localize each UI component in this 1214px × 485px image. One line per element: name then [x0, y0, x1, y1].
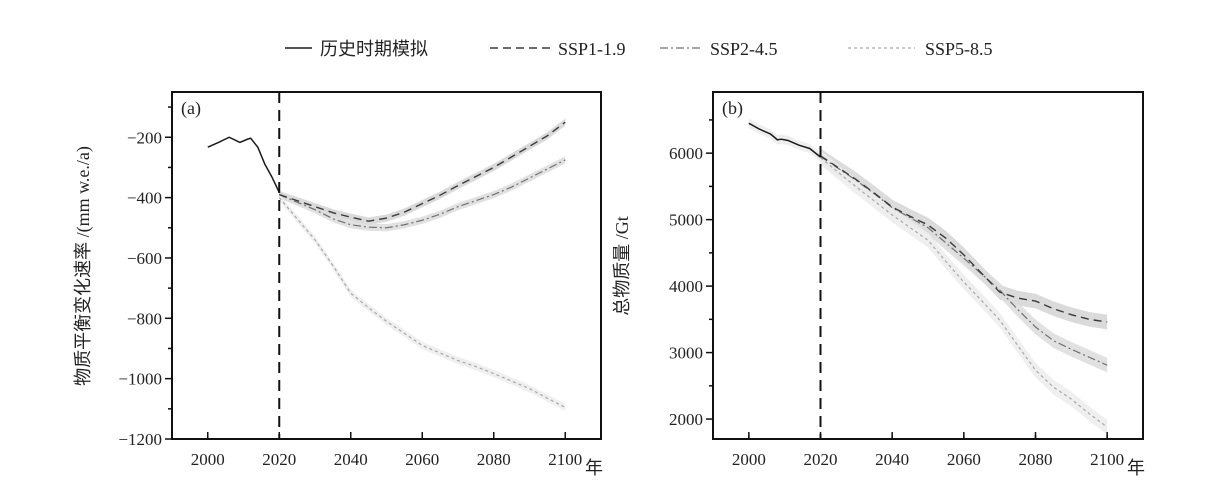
legend-label-ssp119: SSP1-1.9	[558, 39, 626, 59]
panel-a-line-ssp119	[279, 121, 566, 222]
panel-a-x-tick-label: 2080	[477, 450, 511, 469]
legend-item-ssp245: SSP2-4.5	[660, 39, 778, 59]
panel-b-total-mass: 2000 2020 2040 2060 2080 2100 2000 3000 4000 500…	[612, 91, 1145, 478]
panel-a-x-tick-label: 2040	[334, 450, 368, 469]
legend-label-ssp585: SSP5-8.5	[925, 39, 993, 59]
panel-a-x-tick-label: 2100	[548, 450, 582, 469]
panel-b-line-history	[748, 122, 821, 158]
panel-a-label: (a)	[181, 98, 201, 119]
legend-item-history: 历史时期模拟	[285, 39, 428, 59]
panel-a-x-axis: 2000 2020 2040 2060 2080 2100	[191, 432, 582, 469]
panel-b-band-ssp585	[820, 150, 1108, 435]
panel-a-uncertainty-bands	[279, 118, 566, 411]
panel-b-y-axis: 2000 3000 4000 5000 6000	[669, 119, 713, 429]
panel-b-y-axis-title: 总物质量 /Gt	[612, 216, 632, 316]
panel-a-line-ssp585	[278, 197, 566, 408]
panel-b-y-tick-label: 5000	[669, 211, 703, 230]
panel-a-y-tick-label: −1200	[118, 430, 162, 449]
legend-label-ssp245: SSP2-4.5	[710, 39, 778, 59]
panel-b-y-tick-label: 4000	[669, 277, 703, 296]
panel-a-y-axis: −1200 −1000 −800 −600 −400 −200	[118, 106, 172, 449]
panel-a-y-tick-label: −400	[127, 189, 162, 208]
panel-b-band-ssp245	[820, 149, 1108, 373]
legend: 历史时期模拟 SSP1-1.9 SSP2-4.5 SSP5-8.5	[285, 39, 993, 59]
panel-b-label: (b)	[722, 98, 743, 119]
panel-b-y-tick-label: 2000	[669, 410, 703, 429]
panel-b-frame	[712, 91, 1144, 440]
panel-a-x-axis-title: 年	[585, 458, 603, 478]
panel-a-line-history	[207, 136, 280, 193]
panel-a-x-tick-label: 2020	[262, 450, 296, 469]
panel-b-y-tick-label: 3000	[669, 344, 703, 363]
legend-item-ssp585: SSP5-8.5	[848, 39, 993, 59]
panel-b-x-tick-label: 2000	[732, 450, 766, 469]
panel-a-y-axis-title: 物质平衡变化速率 /(mm w.e./a)	[73, 146, 94, 386]
panel-a-y-tick-label: −1000	[118, 370, 162, 389]
panel-b-line-ssp245	[820, 155, 1108, 366]
panel-a-band-ssp585	[279, 193, 566, 411]
panel-a-y-tick-label: −800	[127, 309, 162, 328]
panel-b-uncertainty-bands	[748, 118, 1108, 435]
panel-a-frame	[171, 91, 602, 440]
panel-b-y-tick-label: 6000	[669, 144, 703, 163]
panel-a-y-tick-label: −600	[127, 249, 162, 268]
panel-a-line-ssp245	[279, 159, 566, 229]
panel-a-mass-balance-rate: 2000 2020 2040 2060 2080 2100 −1200−1000−800−…	[73, 91, 603, 478]
legend-label-history: 历史时期模拟	[320, 39, 428, 59]
panel-a-x-tick-label: 2000	[191, 450, 225, 469]
panel-b-x-axis-title: 年	[1127, 458, 1145, 478]
panel-a-y-tick-label: −200	[127, 128, 162, 147]
panel-b-x-axis: 2000 2020 2040 2060 2080 2100	[732, 432, 1124, 469]
panel-b-x-tick-label: 2060	[947, 450, 981, 469]
panel-b-line-ssp585	[820, 157, 1108, 428]
panel-b-band-ssp119	[820, 148, 1108, 330]
panel-b-x-tick-label: 2040	[875, 450, 909, 469]
panel-a-series-lines	[207, 121, 566, 408]
legend-item-ssp119: SSP1-1.9	[490, 39, 626, 59]
panel-b-line-ssp119	[820, 155, 1108, 323]
panel-b-x-tick-label: 2080	[1019, 450, 1053, 469]
panel-b-series-lines	[748, 122, 1108, 428]
panel-b-x-tick-label: 2100	[1090, 450, 1124, 469]
panel-a-x-tick-label: 2060	[405, 450, 439, 469]
panel-b-x-tick-label: 2020	[804, 450, 838, 469]
